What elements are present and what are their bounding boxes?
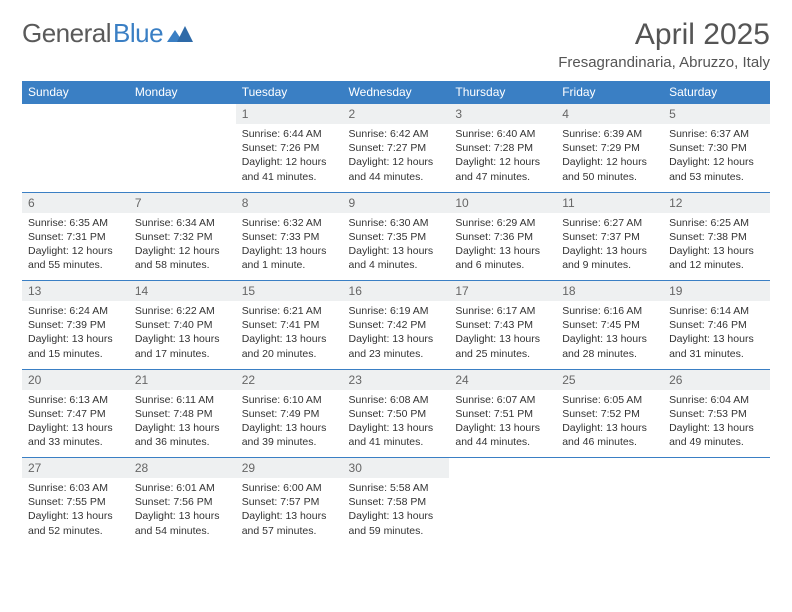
day-content-cell: Sunrise: 6:08 AMSunset: 7:50 PMDaylight:…	[343, 390, 450, 458]
day-number-cell: 17	[449, 281, 556, 302]
day-number-cell: 12	[663, 192, 770, 213]
day-number-cell: 23	[343, 369, 450, 390]
day-content-cell: Sunrise: 6:39 AMSunset: 7:29 PMDaylight:…	[556, 124, 663, 192]
day-number-cell: 4	[556, 104, 663, 125]
day-content-cell: Sunrise: 6:07 AMSunset: 7:51 PMDaylight:…	[449, 390, 556, 458]
location-text: Fresagrandinaria, Abruzzo, Italy	[558, 54, 770, 71]
day-number-cell	[663, 458, 770, 479]
weekday-header: Thursday	[449, 81, 556, 104]
day-content-cell: Sunrise: 6:19 AMSunset: 7:42 PMDaylight:…	[343, 301, 450, 369]
day-content-cell: Sunrise: 6:13 AMSunset: 7:47 PMDaylight:…	[22, 390, 129, 458]
day-content-cell: Sunrise: 6:14 AMSunset: 7:46 PMDaylight:…	[663, 301, 770, 369]
day-number-row: 20212223242526	[22, 369, 770, 390]
weekday-header: Monday	[129, 81, 236, 104]
day-number-row: 13141516171819	[22, 281, 770, 302]
day-number-row: 12345	[22, 104, 770, 125]
day-content-cell: Sunrise: 6:03 AMSunset: 7:55 PMDaylight:…	[22, 478, 129, 546]
day-content-cell	[449, 478, 556, 546]
day-content-cell: Sunrise: 6:24 AMSunset: 7:39 PMDaylight:…	[22, 301, 129, 369]
day-content-cell: Sunrise: 6:42 AMSunset: 7:27 PMDaylight:…	[343, 124, 450, 192]
day-content-cell: Sunrise: 6:37 AMSunset: 7:30 PMDaylight:…	[663, 124, 770, 192]
day-number-cell	[129, 104, 236, 125]
day-content-row: Sunrise: 6:13 AMSunset: 7:47 PMDaylight:…	[22, 390, 770, 458]
day-number-cell	[449, 458, 556, 479]
day-content-cell: Sunrise: 6:44 AMSunset: 7:26 PMDaylight:…	[236, 124, 343, 192]
day-content-cell	[663, 478, 770, 546]
title-block: April 2025 Fresagrandinaria, Abruzzo, It…	[558, 18, 770, 71]
day-content-row: Sunrise: 6:44 AMSunset: 7:26 PMDaylight:…	[22, 124, 770, 192]
calendar-table: SundayMondayTuesdayWednesdayThursdayFrid…	[22, 81, 770, 546]
day-number-cell: 15	[236, 281, 343, 302]
day-number-cell: 30	[343, 458, 450, 479]
day-content-cell: Sunrise: 6:21 AMSunset: 7:41 PMDaylight:…	[236, 301, 343, 369]
day-content-row: Sunrise: 6:03 AMSunset: 7:55 PMDaylight:…	[22, 478, 770, 546]
logo: GeneralBlue	[22, 18, 193, 49]
day-content-cell: Sunrise: 6:34 AMSunset: 7:32 PMDaylight:…	[129, 213, 236, 281]
day-content-row: Sunrise: 6:24 AMSunset: 7:39 PMDaylight:…	[22, 301, 770, 369]
day-content-cell: Sunrise: 6:04 AMSunset: 7:53 PMDaylight:…	[663, 390, 770, 458]
day-number-row: 6789101112	[22, 192, 770, 213]
day-number-cell: 24	[449, 369, 556, 390]
day-content-cell: Sunrise: 6:40 AMSunset: 7:28 PMDaylight:…	[449, 124, 556, 192]
day-number-cell: 1	[236, 104, 343, 125]
day-content-cell: Sunrise: 6:25 AMSunset: 7:38 PMDaylight:…	[663, 213, 770, 281]
day-number-row: 27282930	[22, 458, 770, 479]
weekday-header: Saturday	[663, 81, 770, 104]
day-number-cell: 16	[343, 281, 450, 302]
day-number-cell: 28	[129, 458, 236, 479]
weekday-header: Tuesday	[236, 81, 343, 104]
day-number-cell: 11	[556, 192, 663, 213]
day-number-cell: 20	[22, 369, 129, 390]
day-content-cell: Sunrise: 6:17 AMSunset: 7:43 PMDaylight:…	[449, 301, 556, 369]
day-content-cell: Sunrise: 6:35 AMSunset: 7:31 PMDaylight:…	[22, 213, 129, 281]
day-content-cell: Sunrise: 6:16 AMSunset: 7:45 PMDaylight:…	[556, 301, 663, 369]
day-number-cell	[556, 458, 663, 479]
day-number-cell: 26	[663, 369, 770, 390]
day-content-row: Sunrise: 6:35 AMSunset: 7:31 PMDaylight:…	[22, 213, 770, 281]
day-number-cell: 9	[343, 192, 450, 213]
day-number-cell: 13	[22, 281, 129, 302]
day-number-cell: 18	[556, 281, 663, 302]
weekday-header: Friday	[556, 81, 663, 104]
header: GeneralBlue April 2025 Fresagrandinaria,…	[22, 18, 770, 71]
day-content-cell: Sunrise: 6:30 AMSunset: 7:35 PMDaylight:…	[343, 213, 450, 281]
month-title: April 2025	[558, 18, 770, 52]
day-content-cell: Sunrise: 6:00 AMSunset: 7:57 PMDaylight:…	[236, 478, 343, 546]
day-number-cell: 22	[236, 369, 343, 390]
day-number-cell: 3	[449, 104, 556, 125]
day-content-cell: Sunrise: 6:29 AMSunset: 7:36 PMDaylight:…	[449, 213, 556, 281]
day-content-cell	[129, 124, 236, 192]
day-number-cell: 27	[22, 458, 129, 479]
day-number-cell: 2	[343, 104, 450, 125]
day-number-cell: 14	[129, 281, 236, 302]
logo-text-blue: Blue	[113, 18, 163, 49]
day-number-cell: 21	[129, 369, 236, 390]
day-content-cell: Sunrise: 5:58 AMSunset: 7:58 PMDaylight:…	[343, 478, 450, 546]
day-content-cell: Sunrise: 6:32 AMSunset: 7:33 PMDaylight:…	[236, 213, 343, 281]
day-number-cell: 7	[129, 192, 236, 213]
day-content-cell: Sunrise: 6:05 AMSunset: 7:52 PMDaylight:…	[556, 390, 663, 458]
weekday-header: Sunday	[22, 81, 129, 104]
weekday-header-row: SundayMondayTuesdayWednesdayThursdayFrid…	[22, 81, 770, 104]
day-number-cell: 19	[663, 281, 770, 302]
day-content-cell: Sunrise: 6:11 AMSunset: 7:48 PMDaylight:…	[129, 390, 236, 458]
day-number-cell	[22, 104, 129, 125]
day-number-cell: 25	[556, 369, 663, 390]
day-content-cell: Sunrise: 6:01 AMSunset: 7:56 PMDaylight:…	[129, 478, 236, 546]
day-content-cell: Sunrise: 6:10 AMSunset: 7:49 PMDaylight:…	[236, 390, 343, 458]
day-content-cell: Sunrise: 6:22 AMSunset: 7:40 PMDaylight:…	[129, 301, 236, 369]
day-number-cell: 8	[236, 192, 343, 213]
day-content-cell: Sunrise: 6:27 AMSunset: 7:37 PMDaylight:…	[556, 213, 663, 281]
weekday-header: Wednesday	[343, 81, 450, 104]
logo-text-general: General	[22, 18, 111, 49]
day-content-cell	[22, 124, 129, 192]
day-number-cell: 6	[22, 192, 129, 213]
day-number-cell: 5	[663, 104, 770, 125]
logo-mark-icon	[167, 18, 193, 49]
day-number-cell: 10	[449, 192, 556, 213]
day-content-cell	[556, 478, 663, 546]
day-number-cell: 29	[236, 458, 343, 479]
